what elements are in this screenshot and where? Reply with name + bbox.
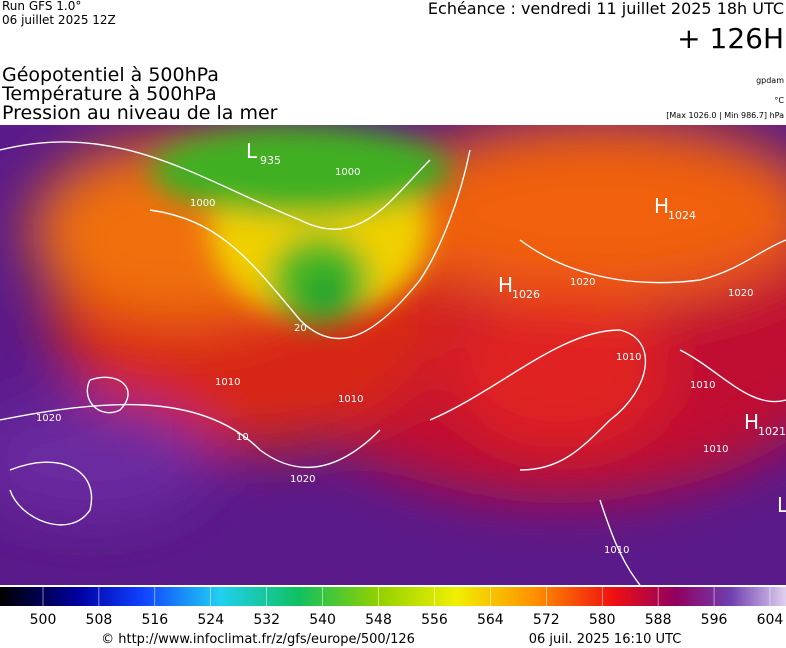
- title: Géopotentiel à 500hPa: [2, 64, 219, 86]
- pressure-value: 935: [260, 154, 281, 167]
- isobar-label: 20: [294, 323, 307, 334]
- map: [0, 125, 786, 585]
- isobar-label: 10: [236, 432, 249, 443]
- isobar-label: 1000: [335, 167, 360, 178]
- isobar-label: 1020: [570, 277, 595, 288]
- unit: gpdam: [756, 76, 784, 85]
- pressure-center: L: [777, 493, 786, 517]
- colorbar-label: 596: [701, 612, 728, 628]
- title: Température à 500hPa: [1, 83, 217, 105]
- unit: [Max 1026.0 | Min 986.7] hPa: [666, 111, 784, 120]
- isobar-label: 1010: [690, 380, 715, 391]
- footer-url: © http://www.infoclimat.fr/z/gfs/europe/…: [101, 632, 415, 647]
- footer-date: 06 juil. 2025 16:10 UTC: [529, 632, 682, 647]
- run: Run GFS 1.0°: [2, 0, 81, 13]
- pressure-center: H: [744, 410, 759, 434]
- echeance: Echéance : vendredi 11 juillet 2025 18h …: [428, 0, 784, 18]
- isobar-label: 1010: [703, 444, 728, 455]
- colorbar-label: 500: [30, 612, 57, 628]
- colorbar-label: 604: [757, 612, 784, 628]
- isobar-label: 1010: [616, 352, 641, 363]
- pressure-center: L: [246, 139, 258, 163]
- pressure-value: 1021: [758, 425, 786, 438]
- colorbar-label: 524: [197, 612, 224, 628]
- run-date: 06 juillet 2025 12Z: [2, 13, 116, 27]
- unit: °C: [774, 96, 784, 105]
- isobar-label: 1020: [290, 474, 315, 485]
- title: Pression au niveau de la mer: [2, 102, 278, 124]
- pressure-center: H: [498, 273, 513, 297]
- colorbar-label: 580: [589, 612, 616, 628]
- colorbar-label: 532: [253, 612, 280, 628]
- isobar-label: 1010: [604, 545, 629, 556]
- pressure-value: 1024: [668, 209, 696, 222]
- colorbar-label: 556: [421, 612, 448, 628]
- isobar-label: 1020: [36, 413, 61, 424]
- pressure-value: 1026: [512, 288, 540, 301]
- isobar-label: 1010: [338, 394, 363, 405]
- colorbar-label: 508: [86, 612, 113, 628]
- lead-time: + 126H: [677, 22, 784, 55]
- colorbar-label: 564: [477, 612, 504, 628]
- colorbar-label: 588: [645, 612, 672, 628]
- colorbar: [0, 587, 786, 606]
- colorbar-label: 548: [365, 612, 392, 628]
- isobar-label: 1000: [190, 198, 215, 209]
- isobar-label: 1020: [728, 288, 753, 299]
- colorbar-label: 572: [533, 612, 560, 628]
- pressure-center: H: [654, 194, 669, 218]
- colorbar-label: 516: [141, 612, 168, 628]
- colorbar-label: 540: [309, 612, 336, 628]
- isobar-label: 1010: [215, 377, 240, 388]
